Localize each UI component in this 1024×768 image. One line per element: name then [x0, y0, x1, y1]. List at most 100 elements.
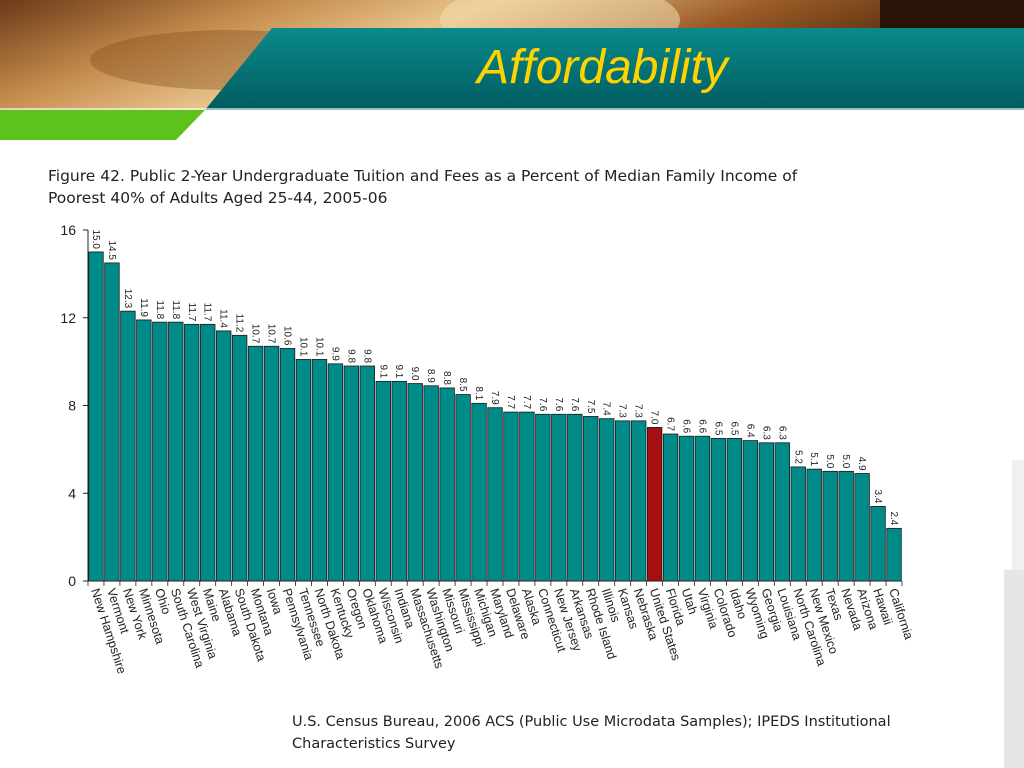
bar-value-label: 11.8	[154, 300, 165, 319]
bar	[231, 334, 248, 582]
bar	[104, 262, 120, 582]
bar	[359, 365, 375, 582]
figure-title-line-2: Poorest 40% of Adults Aged 25-44, 2005-0…	[48, 189, 388, 207]
bar-value-label: 11.7	[186, 303, 197, 322]
bar	[742, 440, 759, 582]
bar	[838, 470, 854, 582]
bar	[295, 359, 312, 582]
y-tick-label: 16	[60, 222, 76, 238]
bar	[567, 413, 583, 582]
bar	[88, 251, 104, 582]
header-artwork	[0, 0, 1024, 140]
bar-value-label: 14.5	[106, 240, 117, 260]
bar	[279, 348, 296, 582]
bar-value-label: 9.8	[361, 349, 372, 363]
bar	[200, 323, 216, 582]
source-note-line-1: U.S. Census Bureau, 2006 ACS (Public Use…	[292, 714, 891, 730]
bar-value-label: 10.7	[266, 324, 277, 344]
bar	[423, 385, 439, 582]
bar-value-label: 6.5	[712, 422, 723, 436]
bar	[790, 466, 806, 582]
bar	[822, 470, 838, 582]
bar	[343, 365, 360, 582]
bar-value-label: 8.5	[457, 378, 468, 392]
bar-value-label: 12.3	[122, 289, 133, 309]
bar-value-label: 11.4	[218, 309, 229, 328]
bar	[455, 394, 471, 582]
bar-value-label: 9.9	[329, 347, 340, 361]
bar-value-label: 6.6	[681, 419, 692, 433]
bar	[168, 321, 184, 582]
bar-value-label: 8.8	[441, 371, 452, 385]
bar	[375, 380, 391, 582]
bar	[327, 363, 344, 582]
bar-value-label: 6.4	[744, 424, 755, 438]
bar-value-label: 7.9	[489, 391, 500, 405]
y-tick-label: 8	[68, 398, 76, 414]
bar-value-label: 7.3	[617, 404, 628, 418]
bar	[870, 506, 886, 582]
bar	[726, 438, 743, 582]
bar	[215, 330, 232, 582]
bar-value-label: 10.6	[282, 326, 293, 346]
bar-value-label: 8.9	[425, 369, 436, 383]
bar-value-label: 10.7	[250, 324, 261, 344]
bar-value-label: 7.0	[649, 411, 660, 425]
header-background	[0, 0, 1024, 140]
bar	[710, 438, 727, 582]
bar	[630, 420, 647, 582]
bar	[519, 411, 535, 582]
bar	[263, 345, 280, 582]
bar	[662, 433, 679, 582]
bar-value-label: 6.5	[728, 422, 739, 436]
bar	[854, 473, 870, 582]
bar-value-label: 11.2	[234, 314, 245, 333]
bar-value-label: 11.9	[138, 298, 149, 317]
bar-value-label: 5.0	[840, 454, 851, 468]
bar-value-label: 11.8	[170, 300, 181, 319]
y-tick-label: 12	[60, 310, 76, 326]
bar-value-label: 3.4	[872, 490, 883, 504]
bar	[583, 416, 599, 582]
bar-value-label: 7.6	[569, 397, 580, 411]
bar-value-label: 10.1	[313, 337, 324, 357]
bar	[551, 413, 567, 582]
right-edge-decoration	[1004, 460, 1024, 768]
bar-value-label: 7.7	[505, 395, 516, 409]
bar	[615, 420, 631, 582]
bar-value-label: 6.3	[760, 426, 771, 440]
bar	[439, 387, 455, 582]
bar-value-label: 7.5	[585, 400, 596, 414]
bar	[391, 380, 407, 582]
bar-value-label: 5.1	[808, 452, 819, 466]
bar-value-label: 9.1	[377, 364, 388, 378]
bar-value-label: 15.0	[90, 229, 101, 249]
bar-value-label: 6.7	[665, 417, 676, 431]
bar	[758, 442, 775, 582]
bar-value-label: 7.7	[521, 395, 532, 409]
bar	[120, 310, 136, 582]
bar-value-label: 9.0	[409, 367, 420, 381]
bar	[806, 468, 822, 582]
bar-value-label: 7.3	[633, 404, 644, 418]
bar-value-label: 6.3	[776, 426, 787, 440]
bar-value-label: 8.1	[473, 386, 484, 400]
figure-title: Figure 42. Public 2-Year Undergraduate T…	[48, 165, 868, 209]
bar	[694, 435, 711, 582]
bar	[886, 527, 902, 582]
bar	[136, 319, 152, 582]
bar-value-label: 9.8	[345, 349, 356, 363]
bar-value-label: 4.9	[856, 457, 867, 471]
bar	[152, 321, 168, 582]
bar	[503, 411, 519, 582]
bar	[311, 359, 328, 582]
figure-title-line-1: Figure 42. Public 2-Year Undergraduate T…	[48, 167, 798, 185]
bar	[535, 413, 551, 582]
bar-value-label: 2.4	[888, 511, 899, 525]
bar	[599, 418, 615, 582]
bar-value-label: 5.0	[824, 454, 835, 468]
bar	[247, 345, 264, 582]
bar-value-label: 5.2	[792, 450, 803, 464]
bar-value-label: 7.4	[601, 402, 612, 416]
